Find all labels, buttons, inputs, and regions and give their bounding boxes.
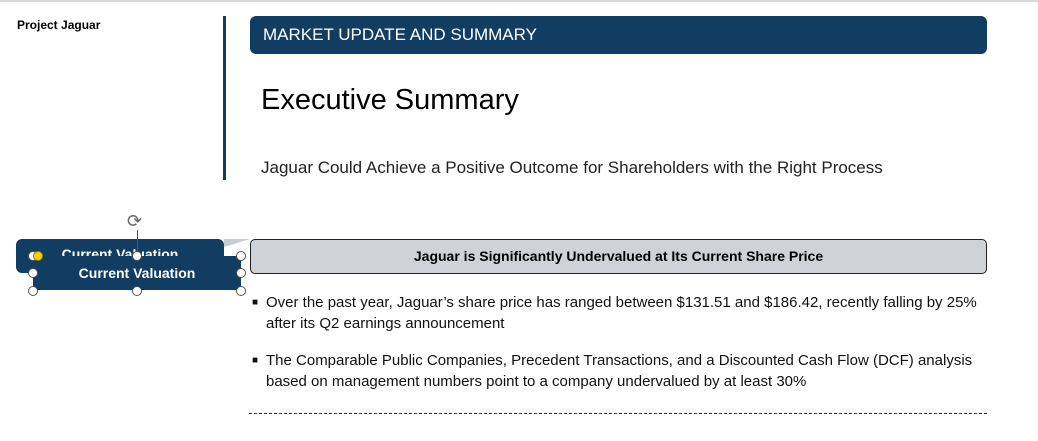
bullet-text: The Comparable Public Companies, Precede… bbox=[266, 352, 973, 390]
bullet-text: Over the past year, Jaguar’s share price… bbox=[266, 294, 977, 332]
bullet-item: ■ Over the past year, Jaguar’s share pric… bbox=[252, 292, 982, 334]
bullet-icon: ■ bbox=[252, 297, 259, 308]
resize-handle-sw[interactable] bbox=[28, 286, 38, 296]
bullet-list[interactable]: ■ Over the past year, Jaguar’s share pric… bbox=[252, 292, 982, 408]
resize-handle-n[interactable] bbox=[132, 251, 142, 261]
section-banner[interactable]: MARKET UPDATE AND SUMMARY bbox=[250, 16, 987, 54]
adjust-handle-yellow[interactable] bbox=[33, 251, 43, 261]
rotate-handle-icon[interactable]: ⟳ bbox=[127, 211, 143, 231]
resize-handle-s[interactable] bbox=[132, 286, 142, 296]
bullet-icon: ■ bbox=[252, 355, 259, 366]
resize-handle-se[interactable] bbox=[236, 286, 246, 296]
resize-handle-e[interactable] bbox=[236, 268, 246, 278]
current-valuation-shape-dragged[interactable]: Current Valuation bbox=[33, 256, 241, 290]
resize-handle-ne[interactable] bbox=[236, 251, 246, 261]
project-label: Project Jaguar bbox=[17, 18, 101, 32]
top-border bbox=[0, 0, 1038, 2]
bullet-item: ■ The Comparable Public Companies, Preced… bbox=[252, 350, 982, 392]
dashed-divider bbox=[249, 413, 987, 414]
resize-handle-w[interactable] bbox=[28, 268, 38, 278]
section-heading[interactable]: Jaguar is Significantly Undervalued at I… bbox=[250, 239, 987, 274]
vertical-divider bbox=[223, 16, 226, 180]
shape-label: Current Valuation bbox=[78, 265, 196, 281]
connector-shape bbox=[224, 239, 250, 247]
page-title[interactable]: Executive Summary bbox=[261, 84, 519, 116]
rotation-stem bbox=[137, 230, 138, 256]
page-subtitle[interactable]: Jaguar Could Achieve a Positive Outcome … bbox=[261, 158, 883, 177]
